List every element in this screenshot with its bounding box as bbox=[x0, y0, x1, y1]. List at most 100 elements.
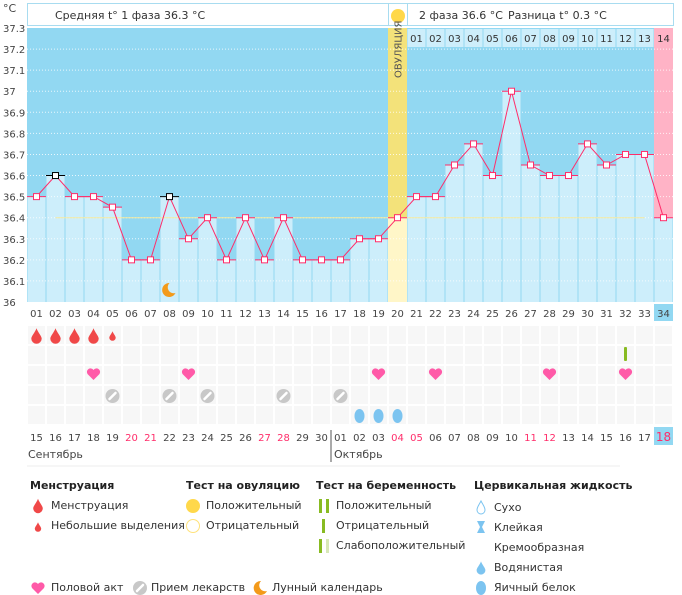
luteal-day-cell bbox=[521, 29, 540, 47]
event-cell bbox=[218, 366, 235, 384]
temp-point-30 bbox=[584, 140, 591, 148]
temp-point-24 bbox=[470, 140, 477, 148]
pill-line bbox=[279, 391, 288, 401]
legend-pregnancy-weak-icon-a bbox=[319, 539, 322, 553]
event-cell bbox=[142, 406, 159, 424]
event-cell bbox=[28, 366, 45, 384]
event-cell bbox=[370, 326, 387, 344]
temp-point-11 bbox=[223, 256, 230, 264]
event-cell bbox=[294, 346, 311, 364]
temp-point-17 bbox=[337, 256, 344, 264]
current-day-highlight bbox=[654, 304, 673, 321]
y-tick-label: 36.5 bbox=[3, 193, 25, 204]
cycle-day-label: 06 bbox=[125, 309, 138, 320]
event-cell bbox=[199, 406, 216, 424]
event-cell bbox=[123, 366, 140, 384]
calendar-date-label: 03 bbox=[372, 433, 385, 444]
legend-cervical-dry: Сухо bbox=[494, 501, 522, 514]
event-cell bbox=[66, 366, 83, 384]
event-cell bbox=[636, 386, 653, 404]
y-tick-label: 36.1 bbox=[3, 277, 25, 288]
calendar-date-label: 25 bbox=[220, 433, 233, 444]
event-cell bbox=[313, 326, 330, 344]
y-tick-label: 36.3 bbox=[3, 235, 25, 246]
event-cell bbox=[294, 406, 311, 424]
event-cell bbox=[484, 326, 501, 344]
luteal-day-label: 02 bbox=[429, 34, 442, 45]
calendar-date-label: 28 bbox=[277, 433, 290, 444]
event-cell bbox=[47, 386, 64, 404]
event-cell bbox=[541, 386, 558, 404]
temp-point-20 bbox=[394, 214, 401, 222]
cycle-day-label: 29 bbox=[562, 309, 575, 320]
pill-line bbox=[165, 391, 174, 401]
event-cell bbox=[275, 406, 292, 424]
month-label-september: Сентябрь bbox=[28, 448, 83, 461]
temp-bar-24 bbox=[464, 143, 483, 302]
y-tick-label: 36.4 bbox=[3, 214, 25, 225]
temp-point-04 bbox=[90, 193, 97, 201]
calendar-date-label: 04 bbox=[391, 433, 404, 444]
cervical-egg-white-icon bbox=[373, 409, 384, 423]
temp-point-13 bbox=[261, 256, 268, 264]
cycle-day-label: 04 bbox=[87, 309, 100, 320]
temp-point-05 bbox=[109, 203, 116, 211]
event-cell bbox=[237, 366, 254, 384]
event-cell bbox=[332, 406, 349, 424]
event-cell bbox=[465, 406, 482, 424]
legend-pregnancy-test-title: Тест на беременность bbox=[316, 479, 457, 492]
event-cell bbox=[275, 366, 292, 384]
event-cell bbox=[313, 386, 330, 404]
month-label-october: Октябрь bbox=[334, 448, 383, 461]
calendar-date-label: 05 bbox=[410, 433, 423, 444]
event-cell bbox=[389, 386, 406, 404]
cycle-day-label: 17 bbox=[334, 309, 347, 320]
temp-point-14 bbox=[280, 214, 287, 222]
event-cell bbox=[180, 386, 197, 404]
luteal-day-cell bbox=[559, 29, 578, 47]
event-cell bbox=[579, 326, 596, 344]
calendar-date-label: 30 bbox=[315, 433, 328, 444]
temp-point-26 bbox=[508, 87, 515, 95]
moon-icon bbox=[162, 282, 176, 297]
calendar-date-label: 07 bbox=[448, 433, 461, 444]
cycle-day-label: 30 bbox=[581, 309, 594, 320]
cycle-day-label: 26 bbox=[505, 309, 518, 320]
event-cell bbox=[123, 386, 140, 404]
calendar-date-label: 18 bbox=[656, 430, 671, 444]
legend-ovulation-negative: Отрицательный bbox=[206, 519, 300, 532]
event-cell bbox=[617, 406, 634, 424]
event-cell bbox=[161, 366, 178, 384]
luteal-day-cell bbox=[502, 29, 521, 47]
event-cell bbox=[541, 346, 558, 364]
event-cell bbox=[351, 326, 368, 344]
event-cell bbox=[408, 326, 425, 344]
event-cell bbox=[180, 406, 197, 424]
luteal-day-label: 07 bbox=[524, 34, 537, 45]
cycle-day-label: 18 bbox=[353, 309, 366, 320]
event-cell bbox=[47, 346, 64, 364]
luteal-day-label: 03 bbox=[448, 34, 461, 45]
unit-label: °C bbox=[3, 2, 17, 15]
cycle-day-label: 22 bbox=[429, 309, 442, 320]
event-cell bbox=[655, 386, 672, 404]
event-cell bbox=[85, 346, 102, 364]
temp-point-21 bbox=[413, 193, 420, 201]
event-cell bbox=[484, 406, 501, 424]
legend-ovulation-negative-icon bbox=[186, 519, 200, 533]
calendar-date-label: 27 bbox=[258, 433, 271, 444]
event-cell bbox=[142, 346, 159, 364]
y-tick-label: 36.6 bbox=[3, 172, 25, 183]
event-cell bbox=[560, 366, 577, 384]
event-cell bbox=[617, 386, 634, 404]
event-cell bbox=[579, 406, 596, 424]
event-cell bbox=[389, 326, 406, 344]
calendar-date-label: 09 bbox=[486, 433, 499, 444]
event-cell bbox=[47, 406, 64, 424]
temp-point-09 bbox=[185, 235, 192, 243]
temp-point-07 bbox=[147, 256, 154, 264]
legend-watery-icon bbox=[476, 561, 486, 575]
event-cell bbox=[237, 346, 254, 364]
menstruation-icon bbox=[31, 328, 42, 344]
pill-line bbox=[135, 583, 145, 593]
